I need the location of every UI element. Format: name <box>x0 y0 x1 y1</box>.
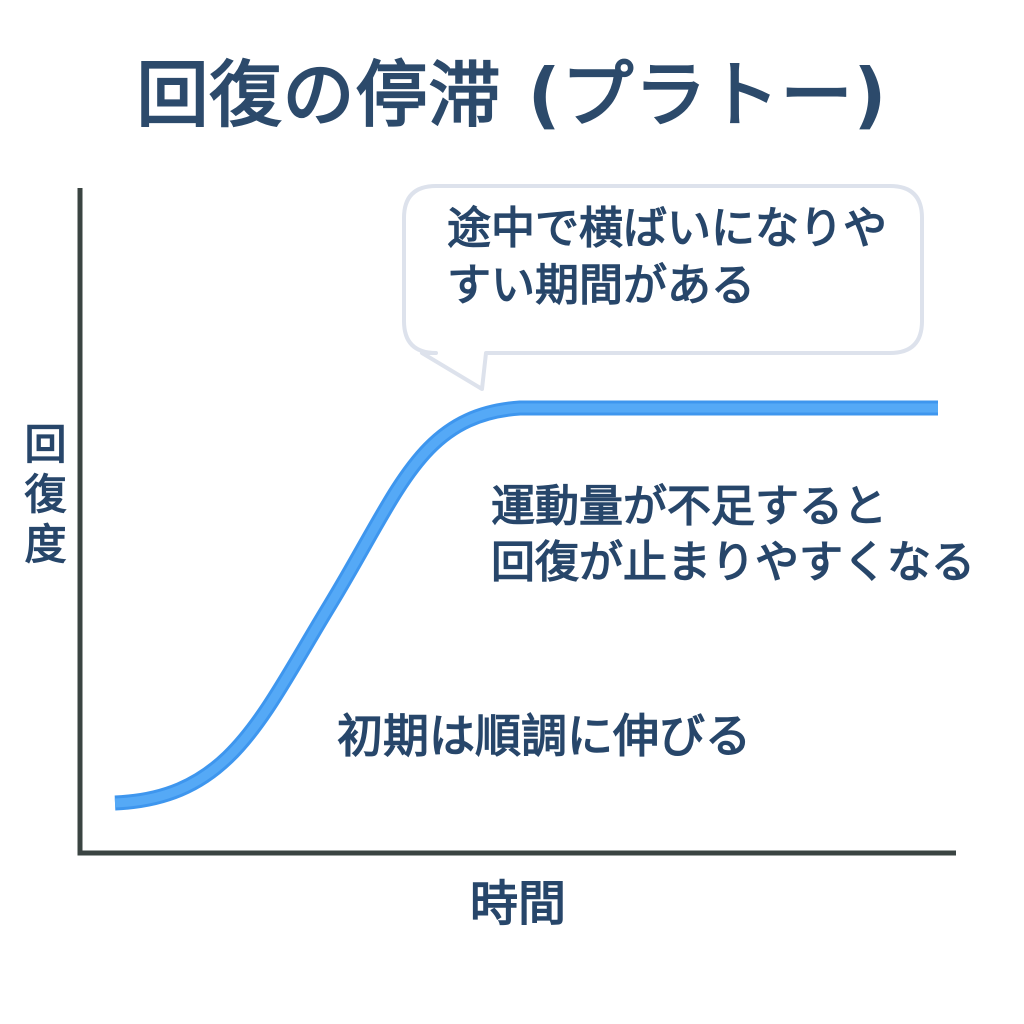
speech-bubble-line-1: 途中で横ばいになりや <box>447 203 887 254</box>
speech-bubble-line-2: すい期間がある <box>447 260 755 312</box>
speech-bubble-text: 途中で横ばいになりや すい期間がある <box>447 200 887 314</box>
x-axis-label: 時間 <box>469 876 566 932</box>
annotation-plateau-cause: 運動量が不足すると 回復が止まりやすくなる <box>491 479 975 591</box>
y-axis-label: 回復度 <box>18 422 67 572</box>
recovery-curve-highlight <box>114 403 938 808</box>
page-title: 回復の停滞 (プラトー) <box>136 53 888 137</box>
annotation-early-growth: 初期は順調に伸びる <box>337 709 751 763</box>
annotation-plateau-cause-line-2: 回復が止まりやすくなる <box>491 536 975 588</box>
annotation-plateau-cause-line-1: 運動量が不足すると <box>491 481 887 532</box>
axes <box>77 188 956 856</box>
speech-bubble-shape <box>402 184 924 391</box>
